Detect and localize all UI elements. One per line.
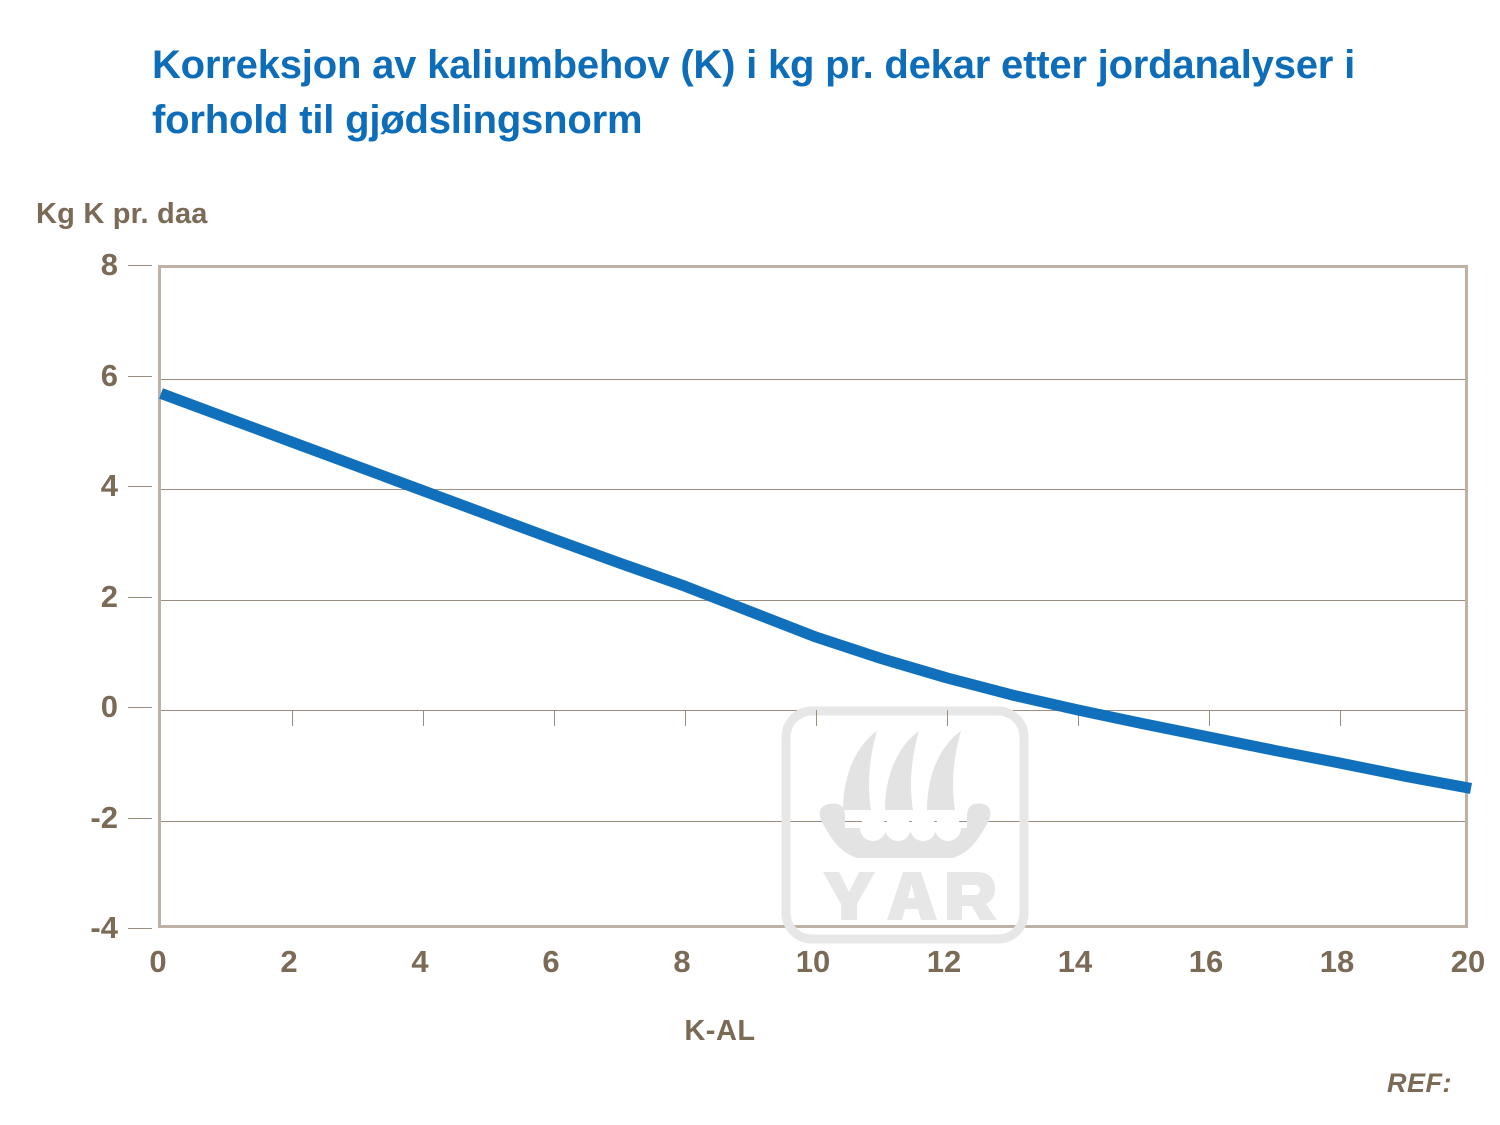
x-tick-mark [685, 710, 686, 726]
x-tick-label: 12 [926, 944, 962, 979]
x-axis-title: K-AL [0, 1015, 1500, 1048]
x-tick-label: 20 [1450, 944, 1486, 979]
x-tick-mark [292, 710, 293, 726]
y-axis-tick-marks [0, 265, 158, 929]
x-tick-label: 16 [1188, 944, 1224, 979]
y-axis-title: Kg K pr. daa [36, 198, 208, 230]
x-tick-label: 6 [542, 944, 560, 979]
y-tick-label: -4 [90, 910, 118, 945]
y-tick-label: 0 [100, 689, 118, 724]
y-tick-label: 6 [100, 357, 118, 393]
y-tick-label: 2 [100, 578, 118, 614]
x-tick-mark [554, 710, 555, 726]
x-tick-mark [1209, 710, 1210, 726]
gridline-6 [161, 378, 1465, 380]
y-tick-mark [128, 265, 152, 266]
series-layer [159, 388, 1473, 794]
x-tick-label: 2 [280, 944, 298, 979]
x-tick-mark [947, 710, 948, 726]
gridline-4 [161, 489, 1465, 490]
gridline-2 [161, 599, 1465, 601]
page-title: Korreksjon av kaliumbehov (K) i kg pr. d… [152, 43, 1355, 143]
x-tick-mark [816, 710, 817, 726]
x-tick-label: 14 [1057, 944, 1093, 979]
y-tick-mark [128, 596, 152, 598]
y-tick-mark [128, 486, 152, 487]
series-line-korreksjon-k [159, 388, 1473, 794]
x-tick-label: 10 [795, 944, 831, 979]
x-tick-mark [423, 710, 424, 726]
x-tick-mark [1078, 710, 1079, 726]
y-tick-mark [128, 817, 152, 819]
x-tick-label: 4 [411, 944, 429, 979]
x-axis-tick-labels: 0 2 4 6 8 10 12 14 16 18 20 [149, 944, 1485, 992]
y-tick-label: -2 [90, 799, 118, 835]
y-axis-tick-labels: 8 6 4 2 0 -2 -4 [0, 247, 118, 945]
y-tick-label: 8 [100, 247, 118, 282]
y-tick-label: 4 [100, 468, 118, 503]
y-tick-mark [128, 928, 152, 929]
chart-plot-area [158, 265, 1473, 944]
x-tick-mark [1340, 710, 1341, 726]
reference-note: REF: [1387, 1068, 1452, 1098]
y-tick-mark [128, 707, 152, 708]
x-tick-label: 8 [673, 944, 691, 979]
x-tick-label: 0 [149, 944, 167, 979]
y-tick-mark [128, 375, 152, 377]
x-tick-label: 18 [1319, 944, 1355, 979]
x-axis-title-text: K-AL [684, 1015, 756, 1047]
